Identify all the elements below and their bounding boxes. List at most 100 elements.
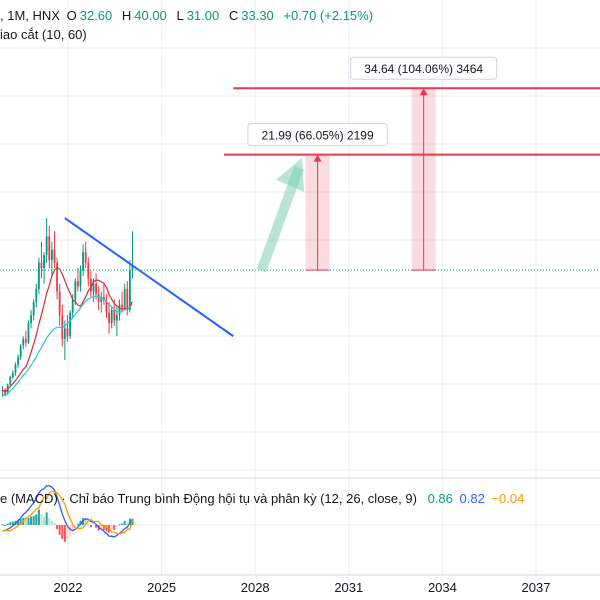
close-value: C 33.30 [228, 8, 274, 23]
candle-body [37, 262, 40, 289]
candle-body [27, 323, 30, 343]
candle-body [14, 364, 17, 373]
ma-cross-indicator-label[interactable]: iao cắt (10, 60) [0, 27, 87, 42]
high-value: H 40.00 [121, 8, 167, 23]
macd-histogram-bar [105, 525, 108, 532]
target-label-text: 34.64 (104.06%) 3464 [364, 62, 483, 76]
macd-histogram-bar [121, 523, 124, 525]
macd-histogram-bar [118, 524, 121, 526]
macd-histogram-bar [1, 524, 4, 526]
signal-value: 0.82 [459, 491, 485, 506]
macd-histogram-bar [69, 525, 72, 536]
macd-histogram-bar [76, 523, 79, 525]
macd-histogram-bar [48, 518, 51, 525]
macd-histogram-bar [9, 522, 12, 525]
macd-histogram-bar [71, 525, 74, 532]
change-value: +0.70 (+2.15%) [283, 8, 374, 23]
candle-body [108, 312, 110, 324]
macd-histogram-bar [131, 518, 134, 525]
candle-body [131, 266, 134, 271]
macd-line [2, 485, 134, 538]
candle-body [69, 312, 71, 337]
candle-body [48, 236, 51, 261]
macd-histogram-bar [58, 525, 61, 535]
macd-histogram-bar [63, 525, 66, 542]
candle-body [24, 338, 27, 343]
target-arrowhead [419, 88, 428, 96]
candle-body [58, 291, 61, 316]
candle-body [110, 310, 113, 324]
macd-histogram-bar [30, 516, 33, 525]
ma-fast-line [2, 267, 134, 393]
macd-histogram-bar [66, 525, 69, 539]
candle-body [17, 357, 19, 365]
macd-histogram-bar [45, 512, 48, 525]
x-tick-label: 2025 [147, 580, 176, 595]
candle-body [45, 236, 48, 255]
candle-body [71, 299, 74, 313]
macd-histogram-bar [56, 525, 59, 530]
candle-body [74, 281, 77, 300]
macd-histogram-bar [35, 514, 38, 525]
candle-body [43, 254, 45, 268]
ohlc-header: , 1M, HNX O 32.60 H 40.00 L 31.00 C 33.30 +0… [0, 8, 376, 23]
macd-histogram [1, 509, 134, 542]
candles [1, 218, 134, 397]
macd-histogram-bar [11, 521, 14, 525]
ma-slow-line [2, 295, 133, 397]
macd-histogram-bar [126, 522, 129, 525]
macd-signal-line [2, 490, 134, 535]
candle-body [121, 304, 123, 308]
x-tick-label: 2028 [241, 580, 270, 595]
candle-body [63, 328, 66, 339]
target-label-box [247, 123, 388, 147]
candle-body [32, 302, 35, 316]
macd-histogram-bar [110, 525, 113, 530]
macd-indicator-legend[interactable]: e (MACD) · Chỉ báo Trung bình Động hội t… [0, 491, 527, 506]
candle-body [126, 289, 129, 310]
macd-histogram-bar [113, 525, 116, 530]
x-tick-label: 2022 [54, 580, 83, 595]
macd-histogram-bar [123, 520, 126, 525]
candle-body [40, 262, 43, 268]
candle-body [84, 252, 87, 263]
macd-histogram-bar [102, 525, 105, 530]
target-label: 21.99 (66.05%) 2199 [247, 123, 388, 147]
candle-body [61, 315, 64, 339]
candle-body [22, 338, 25, 346]
candle-body [9, 377, 12, 385]
candle-body [11, 373, 14, 378]
symbol-interval-exchange: , 1M, HNX [0, 8, 60, 23]
macd-histogram-bar [74, 525, 77, 527]
candle-body [95, 283, 97, 295]
macd-histogram-bar [95, 525, 98, 528]
candle-body [76, 281, 79, 287]
macd-histogram-bar [89, 525, 92, 528]
candle-body [50, 249, 53, 261]
candle-body [66, 328, 69, 337]
candle-body [30, 315, 32, 324]
macd-histogram-bar [24, 519, 27, 525]
candle-body [53, 249, 56, 263]
candle-body [79, 270, 82, 287]
x-tick-label: 2031 [334, 580, 363, 595]
candle-body [82, 252, 84, 271]
macd-histogram-bar [19, 518, 22, 525]
macd-histogram-bar [40, 513, 43, 525]
candle-body [100, 296, 103, 303]
candle-body [113, 310, 116, 321]
trendline [64, 217, 234, 338]
macd-histogram-bar [115, 525, 118, 528]
macd-histogram-bar [6, 523, 9, 525]
candle-body [97, 294, 100, 303]
candle-body [115, 315, 118, 321]
x-tick-label: 2034 [428, 580, 457, 595]
low-value: L 31.00 [176, 8, 220, 23]
target-arrowhead [313, 154, 322, 162]
candle-body [92, 283, 95, 292]
macd-indicator-label: e (MACD) · Chỉ báo Trung bình Động hội t… [0, 491, 417, 506]
macd-histogram-bar [32, 515, 35, 525]
macd-histogram-bar [79, 520, 82, 525]
macd-value: 0.86 [427, 491, 453, 506]
